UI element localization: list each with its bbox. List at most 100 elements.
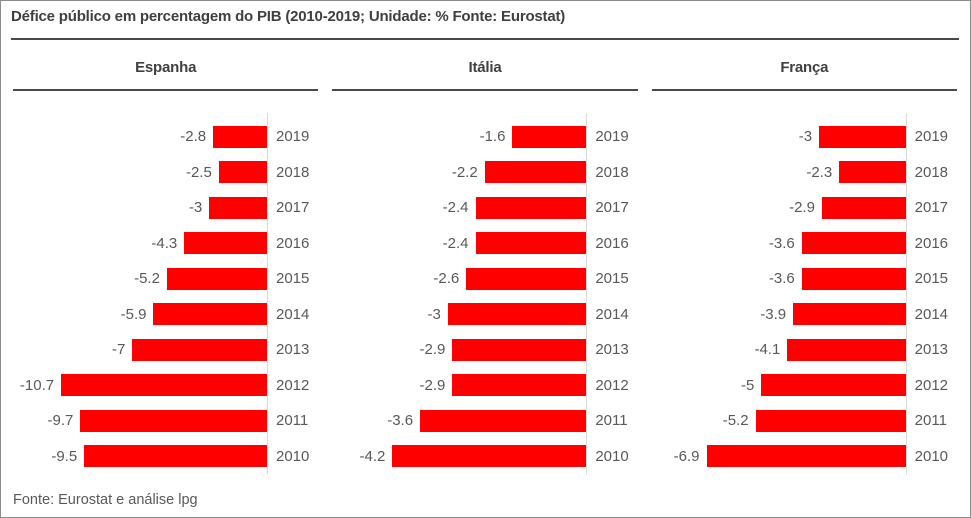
- value-label: -10.7: [19, 376, 55, 394]
- year-label: 2019: [595, 128, 629, 146]
- panel-italia: Itália -1.6 2019 -2.2 2018 -2.4 2017 -2.4 2016-…: [332, 57, 638, 475]
- bar-row: -3.6 2015: [652, 261, 957, 297]
- bar-plot: -6.9: [652, 445, 906, 468]
- bar-rows-franca: -3 2019 -2.3 2018 -2.9 2017 -3.6 2016 -3.6 2015 -3…: [652, 113, 957, 474]
- bar-row: -2.3 2018: [652, 155, 957, 191]
- bar-plot: -5.2: [13, 267, 267, 290]
- year-label: 2015: [276, 270, 310, 288]
- year-label: 2014: [595, 305, 629, 323]
- deficit-bar: [466, 267, 587, 290]
- value-label: -4.3: [151, 234, 178, 252]
- deficit-bar: [452, 338, 587, 361]
- year-label: 2016: [276, 234, 310, 252]
- value-label: -2.8: [180, 128, 207, 146]
- deficit-bar: [761, 374, 906, 397]
- year-label: 2016: [595, 234, 629, 252]
- deficit-bar: [839, 161, 906, 184]
- bar-plot: -5.9: [13, 303, 267, 326]
- chart-panels: Espanha -2.8 2019 -2.5 2018 -3 2017 -4.3 2016 -5…: [13, 57, 957, 474]
- bar-plot: -3.6: [332, 409, 587, 432]
- bar-row: -2.4 2017: [332, 190, 637, 226]
- bar-plot: -2.5: [13, 161, 267, 184]
- bar-row: -3 2019: [652, 119, 957, 155]
- value-label: -9.7: [47, 412, 74, 430]
- value-label: -3: [798, 128, 813, 146]
- bar-plot: -3: [332, 303, 587, 326]
- deficit-bar: [218, 161, 267, 184]
- bar-plot: -2.2: [332, 161, 587, 184]
- year-label: 2014: [914, 305, 949, 323]
- value-label: -2.6: [433, 270, 460, 288]
- bar-row: -2.9 2012: [332, 368, 637, 404]
- panel-title-espanha: Espanha: [135, 59, 197, 76]
- panel-espanha: Espanha -2.8 2019 -2.5 2018 -3 2017 -4.3 2016 -5…: [13, 57, 319, 475]
- year-label: 2018: [276, 163, 310, 181]
- bar-plot: -4.3: [13, 232, 267, 255]
- value-label: -3: [427, 305, 441, 323]
- bar-row: -5.9 2014: [13, 297, 318, 333]
- bar-row: -2.9 2017: [652, 190, 957, 226]
- deficit-bar: [153, 303, 267, 326]
- value-label: -5.2: [722, 412, 749, 430]
- bar-row: -2.8 2019: [13, 119, 318, 155]
- deficit-bar: [755, 409, 906, 432]
- axis-baseline: [586, 113, 588, 474]
- bar-plot: -3.9: [652, 303, 906, 326]
- bar-row: -4.2 2010: [332, 439, 637, 475]
- deficit-bar: [475, 196, 587, 219]
- year-label: 2013: [595, 341, 629, 359]
- bar-plot: -10.7: [13, 374, 267, 397]
- value-label: -2.3: [806, 163, 833, 181]
- year-label: 2012: [914, 376, 949, 394]
- bar-plot: -4.1: [652, 338, 906, 361]
- value-label: -9.5: [51, 447, 78, 465]
- value-label: -2.9: [419, 376, 446, 394]
- bar-row: -3.9 2014: [652, 297, 957, 333]
- year-label: 2014: [276, 305, 310, 323]
- year-label: 2012: [276, 376, 310, 394]
- bar-plot: -3.6: [652, 267, 906, 290]
- deficit-bar: [819, 125, 906, 148]
- source-note: Fonte: Eurostat e análise lpg: [13, 492, 198, 508]
- bar-row: -4.1 2013: [652, 332, 957, 368]
- panel-rule: [651, 89, 957, 91]
- bar-plot: -2.8: [13, 125, 267, 148]
- bar-row: -3.6 2011: [332, 403, 637, 439]
- bar-row: -9.7 2011: [13, 403, 318, 439]
- bar-plot: -2.6: [332, 267, 587, 290]
- bar-rows-italia: -1.6 2019 -2.2 2018 -2.4 2017 -2.4 2016 -2.6 2015…: [332, 113, 637, 475]
- value-label: -2.5: [186, 163, 212, 181]
- year-label: 2015: [595, 270, 629, 288]
- bar-row: -5.2 2011: [652, 403, 957, 439]
- bar-plot: -2.9: [332, 338, 587, 361]
- bar-row: -10.7 2012: [13, 368, 318, 404]
- deficit-bar: [209, 196, 267, 219]
- bar-row: -4.3 2016: [13, 226, 318, 262]
- year-label: 2010: [595, 447, 629, 465]
- value-label: -3.6: [387, 412, 414, 430]
- value-label: -6.9: [673, 447, 700, 465]
- axis-baseline: [267, 113, 268, 474]
- bar-row: -3 2014: [332, 297, 637, 333]
- value-label: -2.4: [442, 199, 469, 217]
- bar-plot: -4.2: [332, 445, 587, 468]
- value-label: -3.9: [760, 305, 787, 323]
- deficit-bar: [392, 445, 587, 468]
- bar-row: -2.2 2018: [332, 155, 637, 191]
- year-label: 2013: [276, 341, 310, 359]
- year-label: 2011: [595, 412, 628, 430]
- bar-row: -7 2013: [13, 332, 318, 368]
- year-label: 2017: [914, 199, 949, 217]
- bar-row: -9.5 2010: [13, 439, 318, 475]
- bar-plot: -3.6: [652, 232, 906, 255]
- value-label: -5.2: [134, 270, 160, 288]
- bar-row: -2.4 2016: [332, 226, 637, 262]
- deficit-bar: [706, 445, 906, 468]
- year-label: 2018: [595, 163, 629, 181]
- panel-rule: [13, 89, 319, 91]
- value-label: -4.2: [359, 447, 386, 465]
- year-label: 2016: [914, 234, 949, 252]
- panel-franca: França -3 2019 -2.3 2018 -2.9 2017 -3.6 2016 -3.…: [651, 57, 957, 474]
- deficit-bar: [484, 161, 587, 184]
